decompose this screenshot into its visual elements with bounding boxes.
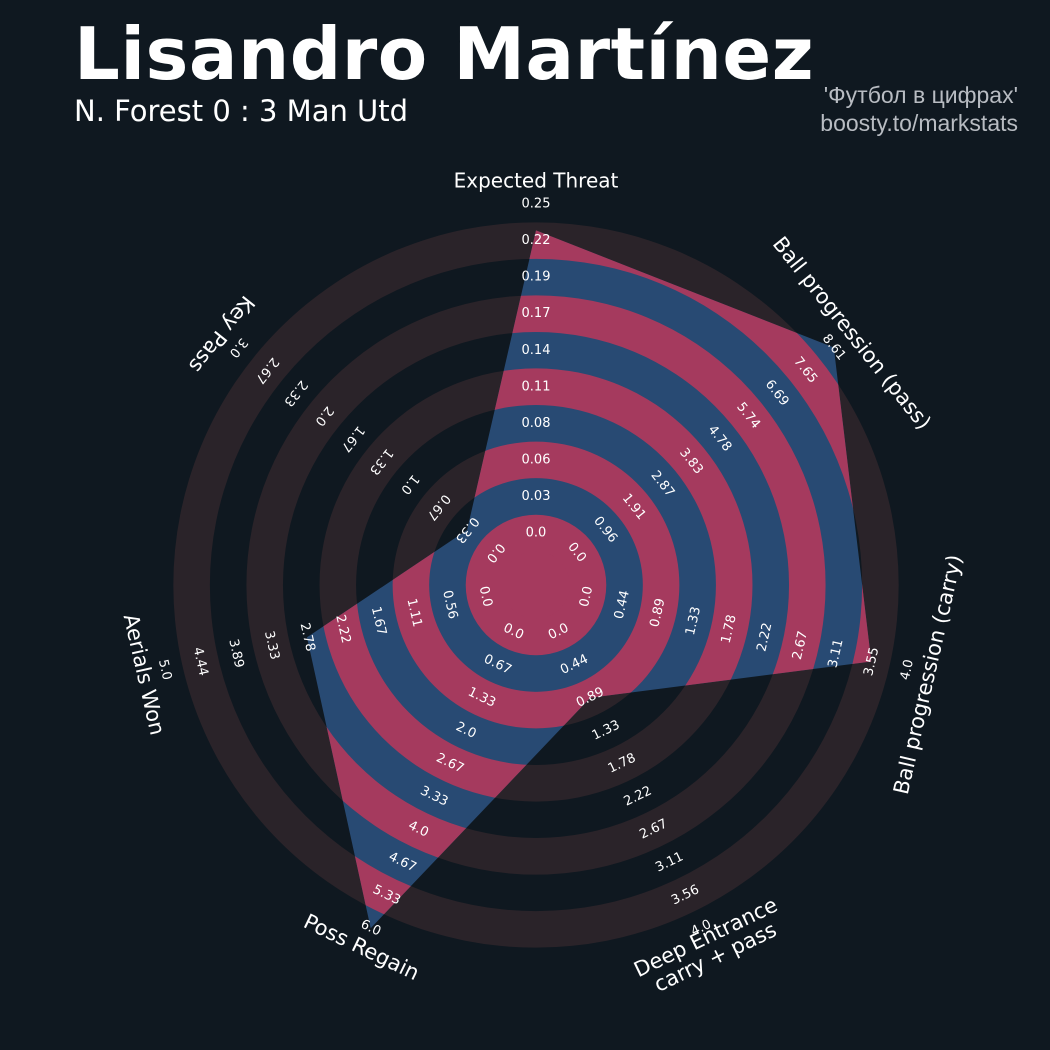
tick-label: 0.11	[522, 379, 551, 394]
data-ring-0	[465, 514, 607, 656]
tick-label: 4.44	[190, 646, 211, 678]
credit-line-1: 'Футбол в цифрах'	[823, 82, 1018, 108]
tick-label: 1.11	[403, 597, 424, 629]
tick-label: 0.0	[577, 585, 596, 609]
tick-label: 2.22	[754, 621, 775, 653]
tick-label: 2.78	[297, 621, 318, 653]
tick-label: 5.0	[155, 658, 174, 682]
tick-label: 3.11	[826, 638, 847, 670]
tick-label: 0.89	[647, 597, 668, 629]
tick-label: 0.44	[612, 589, 633, 621]
tick-label: 0.06	[522, 452, 551, 467]
tick-label: 0.14	[522, 343, 551, 358]
tick-label: 0.25	[522, 197, 551, 212]
tick-label: 0.0	[476, 585, 495, 609]
credit-line-2: boosty.to/markstats	[820, 110, 1018, 136]
tick-label: 1.67	[368, 605, 389, 637]
tick-label: 2.22	[622, 783, 655, 809]
tick-label: 1.78	[719, 613, 740, 645]
tick-label: 1.33	[683, 605, 704, 637]
axis-label-group: Expected Threat	[454, 169, 619, 193]
tick-label: 3.11	[653, 849, 686, 875]
tick-label: 0.22	[522, 233, 551, 248]
tick-label: 1.67	[338, 423, 368, 455]
tick-label: 0.19	[522, 270, 551, 285]
tick-label: 1.33	[590, 718, 623, 744]
tick-label: 1.0	[397, 471, 422, 497]
player-name-title: Lisandro Martínez	[74, 12, 815, 96]
tick-label: 0.0	[526, 526, 547, 541]
tick-label: 3.55	[861, 646, 882, 678]
tick-label: 4.0	[898, 658, 917, 682]
tick-label: 2.33	[280, 377, 310, 409]
tick-label: 0.17	[522, 306, 551, 321]
axis-label: Expected Threat	[454, 169, 619, 193]
tick-label: 2.22	[332, 613, 353, 645]
tick-label: 0.56	[439, 589, 460, 621]
tick-label: 3.33	[261, 630, 282, 662]
tick-label: 0.08	[522, 416, 551, 431]
tick-label: 2.67	[790, 630, 811, 662]
tick-label: 0.03	[522, 489, 551, 504]
tick-label: 3.89	[225, 638, 246, 670]
data-center-fill	[501, 550, 571, 620]
match-subtitle: N. Forest 0 : 3 Man Utd	[74, 94, 409, 128]
